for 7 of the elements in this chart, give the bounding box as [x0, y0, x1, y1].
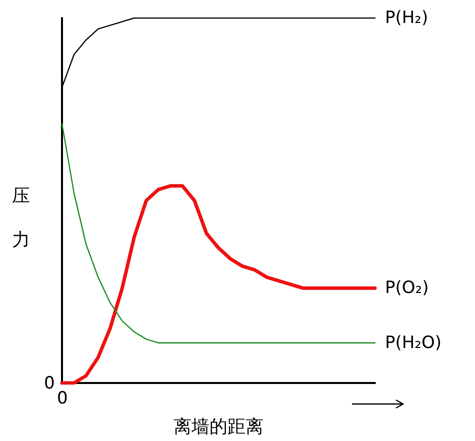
series-label: P(H₂O)	[385, 332, 442, 353]
series-label: P(O₂)	[385, 278, 429, 298]
x-axis-title: 离墙的距离	[174, 416, 264, 438]
text: 压力	[12, 186, 30, 250]
text: 0	[44, 374, 55, 394]
text: 0	[57, 388, 68, 408]
series-label: P(H₂)	[385, 8, 428, 28]
